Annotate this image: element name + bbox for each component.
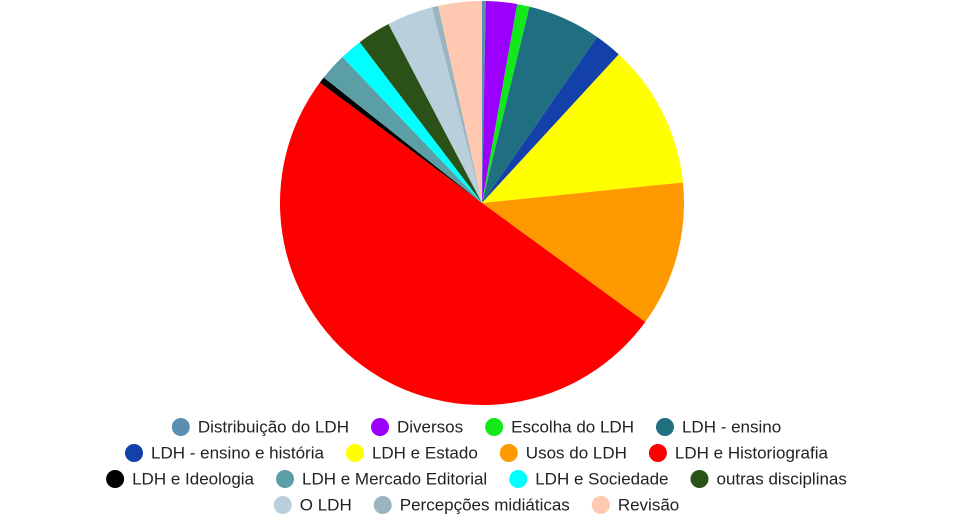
legend-label: LDH e Estado (372, 443, 478, 462)
pie-slice (279, 82, 646, 406)
legend-label: O LDH (300, 495, 352, 514)
pie-slice (359, 23, 482, 204)
legend-marker (648, 444, 667, 462)
pie-slice (482, 37, 619, 203)
legend-label: Percepções midiáticas (400, 495, 570, 514)
legend-marker (125, 444, 144, 462)
legend-label: LDH e Mercado Editorial (302, 469, 487, 488)
legend-label: Distribuição do LDH (198, 417, 349, 436)
legend-marker (171, 418, 190, 436)
pie-slice (323, 56, 482, 204)
legend-marker (690, 470, 709, 488)
legend-marker (655, 418, 674, 436)
pie-slice (319, 77, 482, 203)
legend-label: LDH e Sociedade (535, 469, 668, 488)
legend-marker (273, 496, 292, 514)
pie-slice (482, 54, 683, 204)
legend-marker (591, 496, 610, 514)
pie-slice (438, 1, 482, 203)
legend-row: LDH - ensino e história LDH e Estado Usos … (125, 443, 829, 462)
legend-marker (373, 496, 392, 514)
legend-marker (499, 444, 518, 462)
legend-row: O LDH Percepções midiáticas Revisão (273, 495, 679, 514)
legend-marker (485, 418, 504, 436)
pie-slice (432, 5, 482, 203)
pie-slice (482, 4, 530, 203)
legend-label: Escolha do LDH (511, 417, 634, 436)
pie-slice (482, 1, 486, 203)
legend-marker (371, 418, 389, 436)
legend-label: LDH e Ideologia (132, 469, 254, 488)
legend-label: Diversos (397, 417, 463, 436)
legend-label: LDH e Historiografia (675, 443, 829, 462)
legend-label: outras disciplinas (716, 469, 846, 488)
legend-marker (276, 470, 295, 488)
pie-slice (482, 1, 518, 204)
pie-slice (342, 42, 482, 203)
pie-slice (482, 182, 684, 322)
legend-row: LDH e Ideologia LDH e Mercado Editorial LD… (106, 469, 847, 488)
legend-row: Distribuição do LDH Diversos Escolha do LD… (171, 417, 781, 436)
legend-marker (345, 444, 364, 462)
legend-label: Usos do LDH (526, 443, 627, 462)
legend-label: Revisão (618, 495, 679, 514)
legend-label: LDH - ensino (682, 417, 781, 436)
legend-marker (509, 470, 528, 488)
pie-slice (482, 6, 598, 203)
legend-label: LDH - ensino e história (151, 443, 324, 462)
legend-marker (106, 470, 125, 488)
pie-slice (388, 7, 482, 204)
